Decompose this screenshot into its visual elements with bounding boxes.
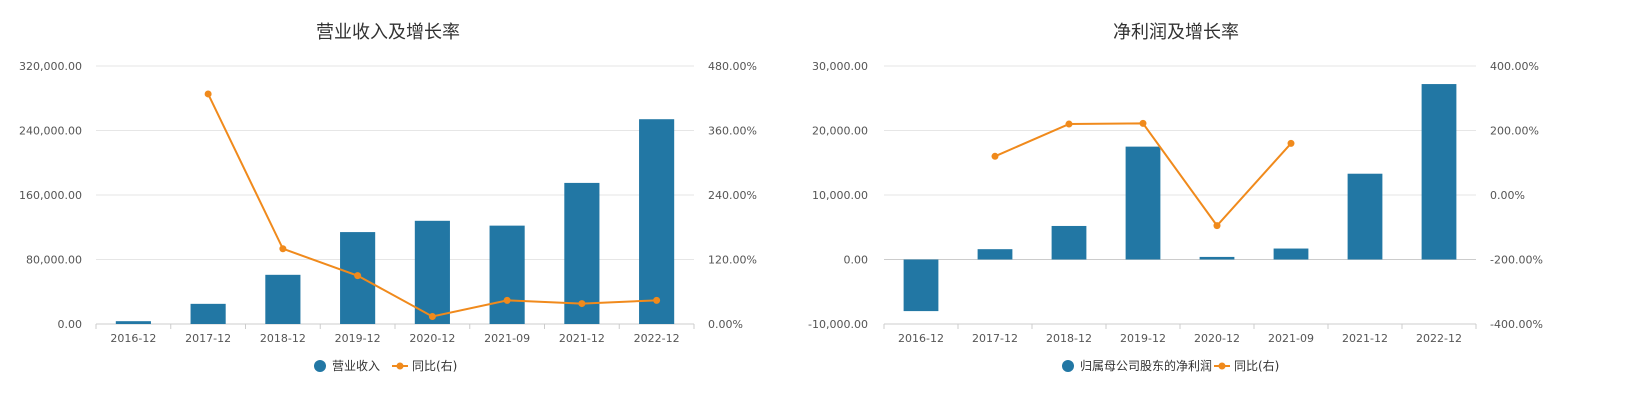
chart1-title: 营业收入及增长率	[316, 22, 460, 43]
chart2-bar	[1125, 146, 1161, 260]
chart1-bar	[414, 220, 450, 324]
chart1-y2-tick-label: 360.00%	[708, 125, 757, 138]
chart1-line-point	[428, 312, 436, 320]
chart1-bar	[115, 321, 151, 324]
chart-2: 净利润及增长率 -10,000.00 -400.00% 0.00 -200.00% 10,…	[808, 22, 1543, 373]
chart1-y-tick-label: 320,000.00	[19, 60, 82, 73]
chart2-bar	[1421, 84, 1457, 260]
chart2-x-tick-label: 2018-12	[1046, 332, 1092, 345]
chart2-bar	[977, 249, 1013, 260]
chart2-bar	[1051, 225, 1087, 260]
chart1-line-point	[578, 300, 586, 308]
chart1-y-tick-label: 0.00	[58, 318, 83, 331]
chart1-x-tick-label: 2018-12	[260, 332, 306, 345]
chart1-x-tick-label: 2021-09	[484, 332, 530, 345]
chart1-x-tick-label: 2017-12	[185, 332, 231, 345]
chart2-line-point	[991, 152, 999, 160]
chart1-x-tick-label: 2019-12	[335, 332, 381, 345]
chart1-x-tick-label: 2022-12	[634, 332, 680, 345]
chart2-bar	[903, 259, 939, 312]
chart1-line-point	[653, 296, 661, 304]
chart1-x-tick-label: 2020-12	[409, 332, 455, 345]
chart2-legend-bar-marker	[1062, 360, 1074, 372]
chart1-line-point	[503, 296, 511, 304]
chart2-bar	[1347, 173, 1383, 260]
chart2-y-tick-label: 10,000.00	[812, 189, 868, 202]
chart2-x-tick-label: 2019-12	[1120, 332, 1166, 345]
chart-1: 营业收入及增长率 0.00 0.00% 80,000.00 120.00% 160,000…	[19, 22, 757, 373]
chart2-bar	[1273, 248, 1309, 260]
chart1-legend-bar-marker	[314, 360, 326, 372]
chart2-x-tick-label: 2016-12	[898, 332, 944, 345]
chart1-bar	[190, 303, 226, 324]
chart2-bar	[1199, 256, 1235, 260]
chart1-y-tick-label: 160,000.00	[19, 189, 82, 202]
chart1-legend-bar-label: 营业收入	[332, 359, 380, 373]
chart2-legend-line-label: 同比(右)	[1234, 358, 1279, 373]
chart2-line-point	[1287, 139, 1295, 147]
chart2-x-tick-label: 2022-12	[1416, 332, 1462, 345]
chart1-legend-line-dot	[396, 362, 404, 370]
chart2-y2-tick-label: -200.00%	[1490, 254, 1543, 267]
chart1-bar	[489, 225, 525, 324]
chart2-legend-line-dot	[1218, 362, 1226, 370]
chart1-x-tick-label: 2016-12	[110, 332, 156, 345]
chart1-y2-tick-label: 120.00%	[708, 254, 757, 267]
chart2-x-tick-label: 2021-12	[1342, 332, 1388, 345]
chart1-y2-tick-label: 0.00%	[708, 318, 743, 331]
chart1-line-point	[279, 245, 287, 253]
chart2-line-point	[1065, 120, 1073, 128]
chart2-x-tick-label: 2021-09	[1268, 332, 1314, 345]
chart1-bar	[639, 119, 675, 325]
chart2-x-tick-label: 2020-12	[1194, 332, 1240, 345]
chart2-title: 净利润及增长率	[1113, 22, 1239, 43]
chart1-y2-tick-label: 240.00%	[708, 189, 757, 202]
chart1-bar	[265, 274, 301, 324]
chart1-legend-line-label: 同比(右)	[412, 358, 457, 373]
chart1-line-point	[204, 90, 212, 98]
chart2-line-point	[1139, 119, 1147, 127]
chart2-y-tick-label: 20,000.00	[812, 125, 868, 138]
chart2-line-point	[1213, 222, 1221, 230]
chart2-legend-bar-label: 归属母公司股东的净利润	[1080, 358, 1212, 373]
chart1-line-point	[354, 272, 362, 280]
chart1-y-tick-label: 80,000.00	[26, 254, 82, 267]
chart2-y2-tick-label: 200.00%	[1490, 125, 1539, 138]
chart2-y-tick-label: 0.00	[844, 254, 869, 267]
chart1-x-tick-label: 2021-12	[559, 332, 605, 345]
chart1-y2-tick-label: 480.00%	[708, 60, 757, 73]
chart2-y2-tick-label: -400.00%	[1490, 318, 1543, 331]
chart1-y-tick-label: 240,000.00	[19, 125, 82, 138]
chart2-y2-tick-label: 0.00%	[1490, 189, 1525, 202]
chart2-y-tick-label: 30,000.00	[812, 60, 868, 73]
chart2-y-tick-label: -10,000.00	[808, 318, 868, 331]
chart2-y2-tick-label: 400.00%	[1490, 60, 1539, 73]
chart2-x-tick-label: 2017-12	[972, 332, 1018, 345]
